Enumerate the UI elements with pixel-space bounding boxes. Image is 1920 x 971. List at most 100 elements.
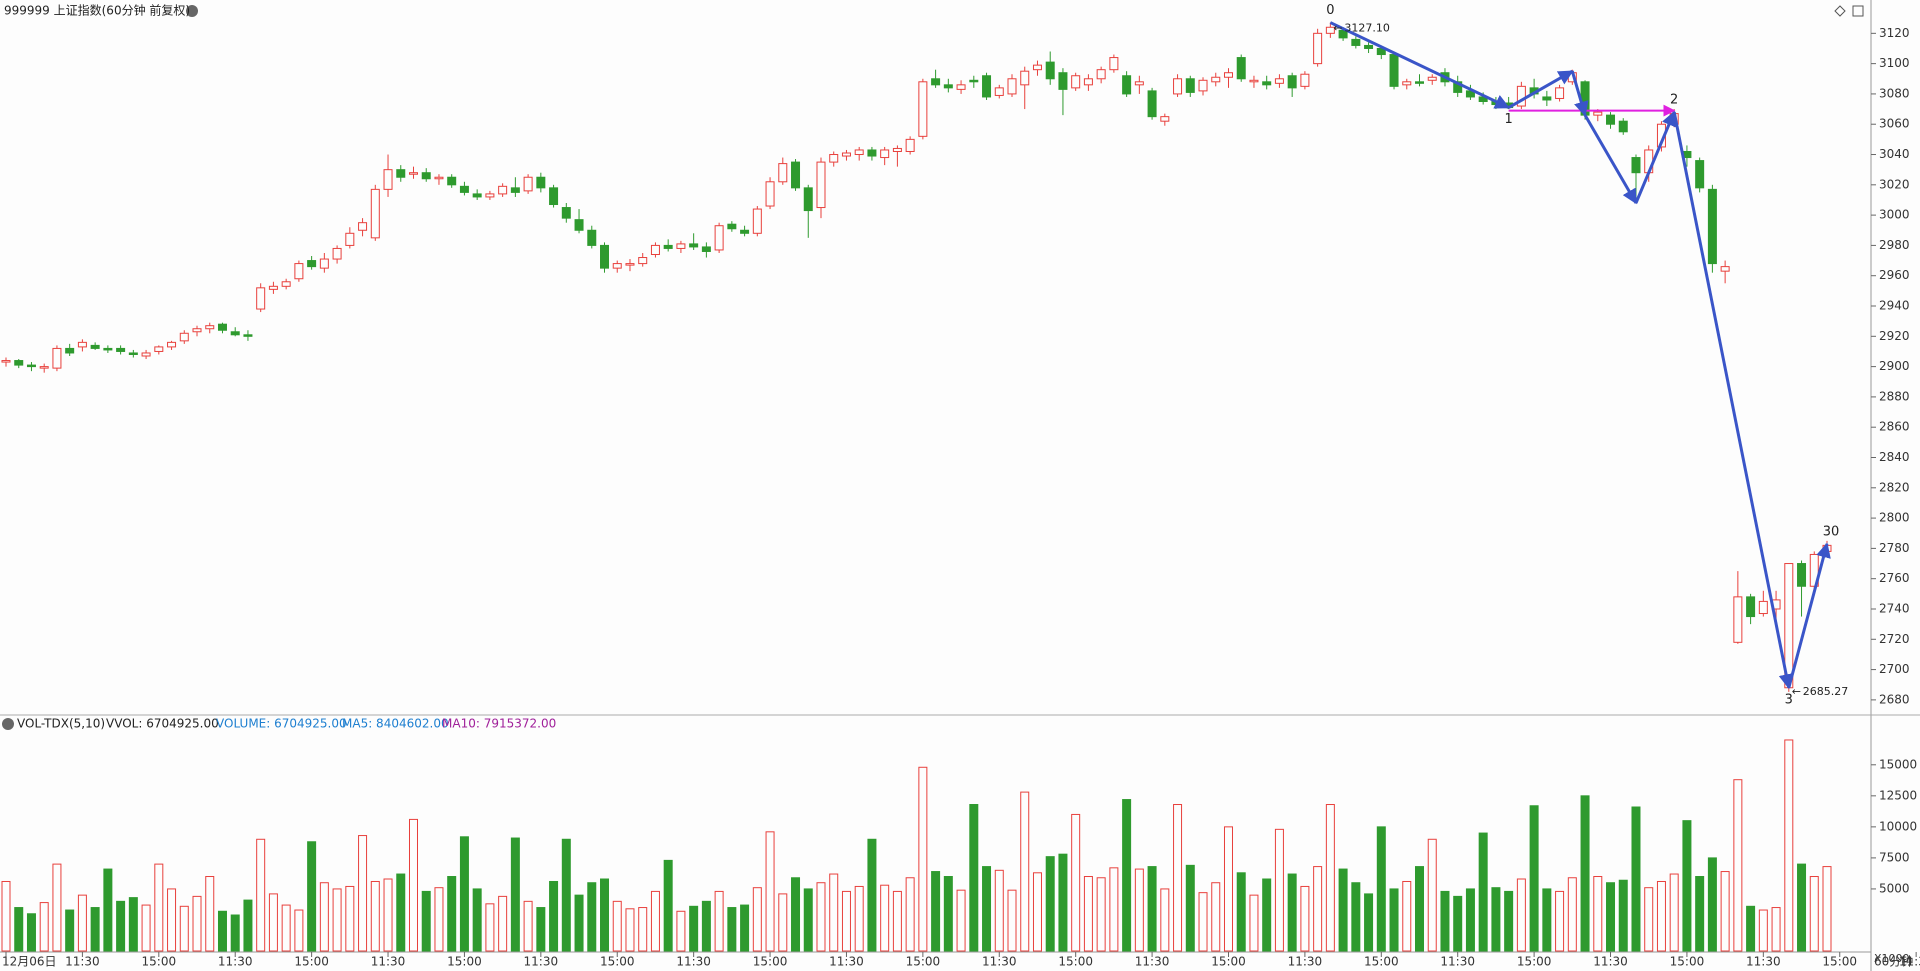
candle-body [26, 364, 36, 368]
candle-body [65, 347, 75, 354]
volume-bar [421, 890, 431, 952]
y-tick-label: 2700 [1879, 662, 1910, 676]
volume-bar [268, 893, 278, 952]
candle-body [905, 138, 915, 152]
volume-bar [256, 838, 266, 952]
candle-body [243, 334, 253, 337]
candle-body [1351, 38, 1361, 46]
candle-body [14, 360, 24, 366]
period-label: 60分钟 [1874, 954, 1913, 969]
volume-tick-label: 7500 [1879, 850, 1910, 864]
title-menu-icon[interactable] [186, 5, 198, 17]
y-tick-label: 3120 [1879, 26, 1910, 40]
volume-bar [447, 876, 457, 952]
volume-bar [281, 904, 291, 952]
high-arrow: ← [1333, 22, 1342, 35]
volume-bar [880, 884, 890, 952]
candle-body [1606, 114, 1616, 125]
vol-ma5: MA5: 8404602.00 [342, 717, 449, 731]
volume-bar [1109, 867, 1119, 952]
y-tick-label: 2840 [1879, 450, 1910, 464]
candle-body [574, 219, 584, 231]
volume-bar [179, 905, 189, 952]
volume-bar [574, 894, 584, 952]
volume-bar [319, 882, 329, 952]
volume-bar [1784, 739, 1794, 952]
candle-body [179, 332, 189, 342]
candle-body [625, 263, 635, 266]
volume-bar [332, 888, 342, 952]
candle-body [1249, 79, 1259, 83]
candle-body [523, 176, 533, 192]
candle-body [1733, 596, 1743, 643]
candle-body [1198, 79, 1208, 92]
candle-body [230, 331, 240, 336]
volume-bar [1313, 866, 1323, 952]
volume-bar [740, 904, 750, 952]
y-tick-label: 2880 [1879, 389, 1910, 403]
candle-body [90, 344, 100, 349]
wave-label: 3 [1785, 692, 1793, 707]
candle-body [103, 347, 113, 351]
y-tick-label: 2720 [1879, 632, 1910, 646]
candle-body [1631, 157, 1641, 174]
candle-body [39, 366, 49, 369]
volume-bar [1376, 826, 1386, 952]
volume-bar [1249, 894, 1259, 952]
candle-body [778, 163, 788, 183]
candle-body [676, 243, 686, 249]
y-tick-label: 2940 [1879, 299, 1910, 313]
volume-bar [1427, 838, 1437, 952]
candle-body [1695, 160, 1705, 189]
candle-body [434, 176, 444, 180]
y-tick-label: 3100 [1879, 56, 1910, 70]
vol-name: VOL-TDX(5,10) [17, 717, 105, 731]
volume-bar [638, 907, 648, 952]
candle-body [1389, 54, 1399, 87]
candle-body [740, 229, 750, 234]
candle-body [383, 169, 393, 190]
volume-bar [154, 863, 164, 952]
icon-diamond[interactable] [1834, 5, 1846, 17]
volume-bar [1555, 890, 1565, 952]
candle-body [561, 207, 571, 219]
volume-bar [1402, 880, 1412, 952]
volume-bar [1656, 880, 1666, 952]
wave-segment [1672, 111, 1794, 690]
candle-body [892, 147, 902, 152]
candle-body [1236, 57, 1246, 80]
volume-bar [510, 837, 520, 952]
volume-bar [90, 907, 100, 952]
candle-body [994, 87, 1004, 96]
vol-menu-icon[interactable] [2, 718, 14, 730]
volume-bar [1415, 866, 1425, 952]
volume-bar [434, 887, 444, 952]
volume-bar [1440, 890, 1450, 952]
volume-bar [459, 836, 469, 952]
candle-body [1618, 120, 1628, 133]
candle-body [294, 263, 304, 280]
x-tick-label: 11:30 [218, 955, 253, 969]
volume-bar [701, 900, 711, 952]
candle-body [52, 347, 62, 369]
volume-tick-label: 15000 [1879, 757, 1917, 771]
candle-body [701, 246, 711, 252]
volume-bar [1045, 856, 1055, 952]
candle-body [931, 78, 941, 86]
y-tick-label: 3020 [1879, 177, 1910, 191]
icon-window[interactable] [1852, 5, 1864, 17]
x-tick-label: 15:00 [142, 955, 177, 969]
candle-body [396, 169, 406, 178]
candle-body [816, 161, 826, 209]
candle-body [1096, 69, 1106, 80]
volume-bar [1160, 888, 1170, 952]
candle-body [549, 187, 559, 206]
volume-bar [1567, 877, 1577, 952]
volume-bar [1223, 826, 1233, 952]
candle-body [268, 285, 278, 290]
volume-bar [625, 908, 635, 952]
volume-bar [1185, 864, 1195, 952]
candle-body [841, 152, 851, 157]
y-tick-label: 2780 [1879, 541, 1910, 555]
